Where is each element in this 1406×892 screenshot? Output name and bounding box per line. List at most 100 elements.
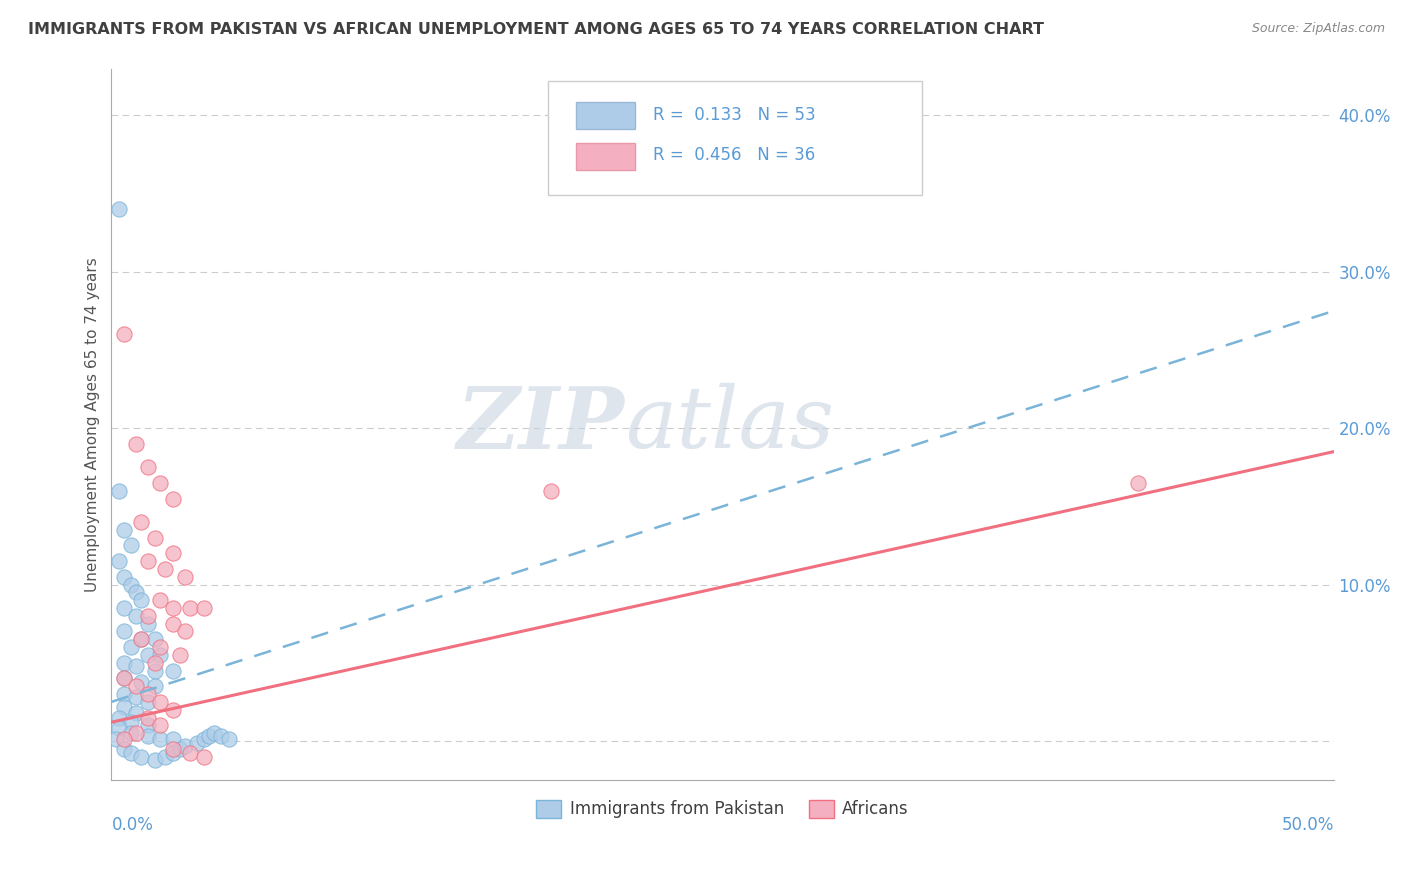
Point [149,732,172,747]
Point [112,570,135,584]
Point [112,672,135,686]
Point [162,616,184,631]
Y-axis label: Unemployment Among Ages 65 to 74 years: Unemployment Among Ages 65 to 74 years [86,257,100,591]
Text: 0.0%: 0.0% [111,815,153,834]
Point [112,656,135,670]
Text: Source: ZipAtlas.com: Source: ZipAtlas.com [1251,22,1385,36]
Point [162,491,184,506]
Point [149,593,172,607]
Point [107,483,129,498]
Point [162,747,184,761]
Point [162,546,184,560]
FancyBboxPatch shape [576,143,634,169]
Point [145,531,167,545]
Point [173,570,195,584]
Point [1126,475,1149,490]
Point [129,749,152,764]
Point [145,679,167,693]
Point [120,539,142,553]
Point [136,710,159,724]
Point [120,577,142,591]
Point [136,616,159,631]
Point [136,554,159,568]
Point [120,726,142,740]
Point [209,729,232,743]
Point [145,656,167,670]
Point [129,593,152,607]
Point [129,632,152,647]
Point [179,747,201,761]
Point [149,695,172,709]
Point [169,741,191,756]
FancyBboxPatch shape [576,102,634,129]
Point [112,624,135,639]
Point [193,732,215,747]
Point [129,674,152,689]
Point [112,672,135,686]
Point [162,664,184,678]
Text: 50.0%: 50.0% [1281,815,1334,834]
Point [112,327,135,342]
Point [149,475,172,490]
Point [129,515,152,529]
Point [125,437,148,451]
Point [120,747,142,761]
Point [193,749,215,764]
Point [169,648,191,662]
Point [125,585,148,599]
Point [145,753,167,767]
Point [162,601,184,615]
Point [173,739,195,753]
Point [153,562,176,576]
Point [136,648,159,662]
Point [202,726,225,740]
Point [120,640,142,654]
Text: atlas: atlas [624,383,834,466]
Point [540,483,562,498]
Legend: Immigrants from Pakistan, Africans: Immigrants from Pakistan, Africans [530,793,915,825]
Point [153,749,176,764]
Text: IMMIGRANTS FROM PAKISTAN VS AFRICAN UNEMPLOYMENT AMONG AGES 65 TO 74 YEARS CORRE: IMMIGRANTS FROM PAKISTAN VS AFRICAN UNEM… [28,22,1045,37]
Text: R =  0.133   N = 53: R = 0.133 N = 53 [652,106,815,124]
Point [125,726,148,740]
Point [218,732,240,747]
Point [136,718,159,732]
Point [162,703,184,717]
Point [162,732,184,747]
Point [112,699,135,714]
Point [149,640,172,654]
Point [162,741,184,756]
Point [186,735,208,749]
Point [179,601,201,615]
Point [173,624,195,639]
Point [149,718,172,732]
Point [107,710,129,724]
Point [107,554,129,568]
Point [107,722,129,736]
Point [112,732,135,747]
Point [198,729,221,743]
Point [125,690,148,705]
Point [125,608,148,623]
Point [125,679,148,693]
Point [112,741,135,756]
Point [125,659,148,673]
Point [136,608,159,623]
Point [136,729,159,743]
Text: ZIP: ZIP [457,383,624,466]
Point [193,601,215,615]
Point [112,601,135,615]
Text: R =  0.456   N = 36: R = 0.456 N = 36 [652,146,815,164]
Point [112,687,135,701]
Point [149,648,172,662]
Point [105,732,128,747]
Point [120,715,142,730]
Point [145,632,167,647]
Point [136,687,159,701]
Point [112,523,135,537]
Point [129,632,152,647]
Point [125,706,148,720]
Point [136,695,159,709]
Point [107,202,129,217]
Point [145,664,167,678]
